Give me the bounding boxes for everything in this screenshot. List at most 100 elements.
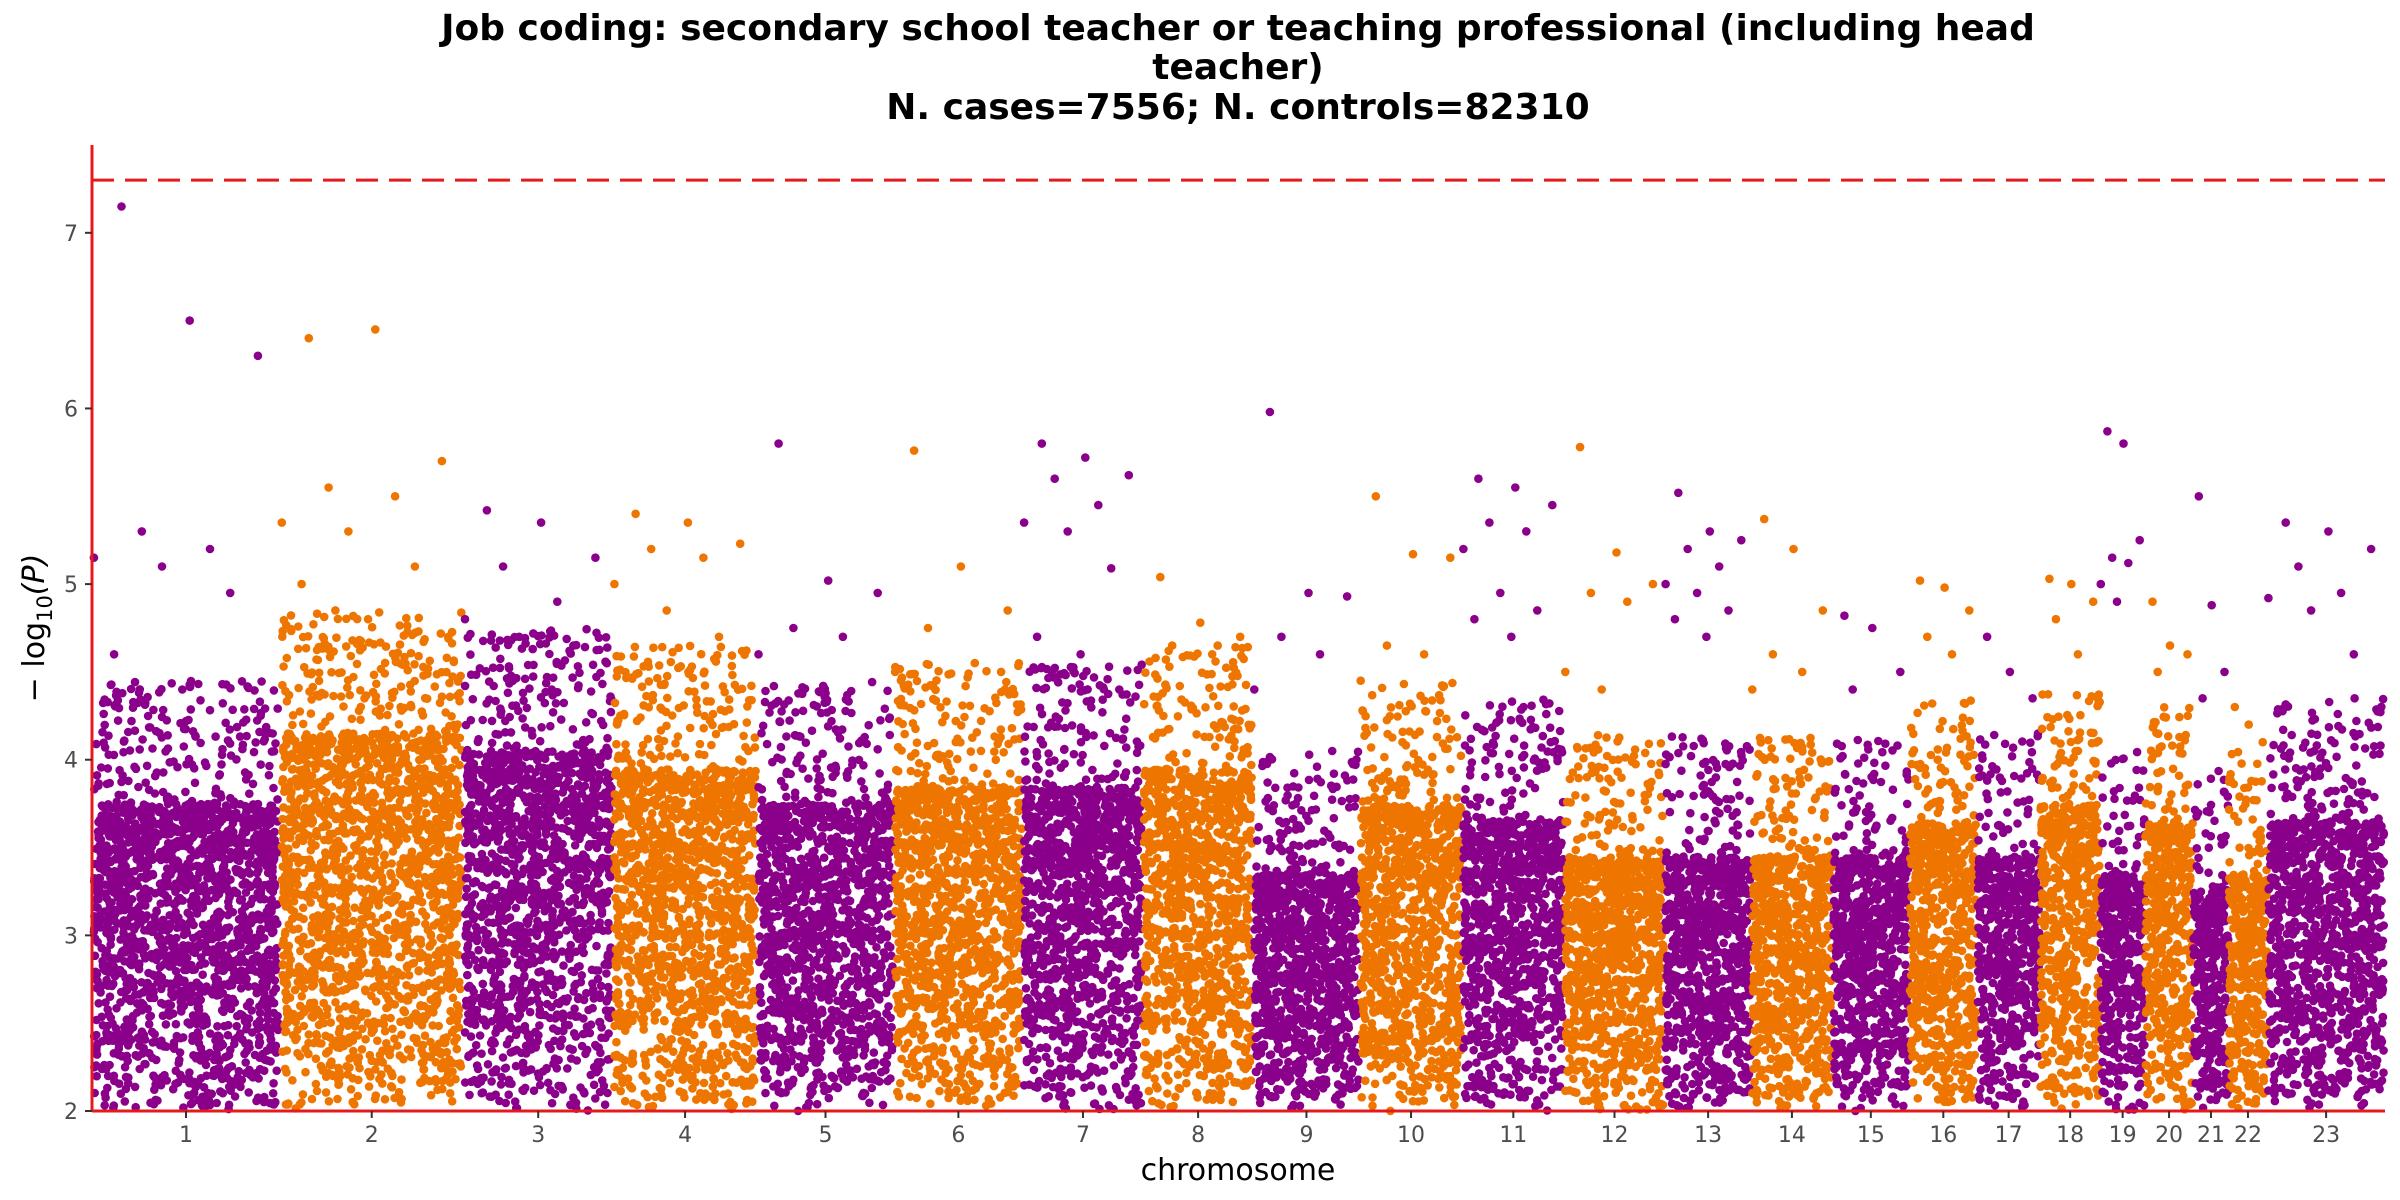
snp-point — [378, 1079, 387, 1088]
snp-point — [144, 872, 153, 881]
snp-point — [374, 974, 384, 983]
snp-point — [333, 1094, 342, 1104]
snp-point — [306, 709, 316, 718]
snp-point — [253, 830, 263, 839]
snp-point — [100, 1089, 110, 1098]
snp-point — [388, 1071, 397, 1081]
snp-point — [235, 833, 244, 843]
snp-point — [596, 981, 606, 991]
snp-point — [282, 653, 292, 663]
snp-point — [212, 1049, 221, 1059]
snp-point — [544, 1040, 554, 1050]
snp-point — [410, 796, 420, 805]
snp-point — [430, 738, 440, 747]
snp-point — [505, 1018, 514, 1028]
snp-point — [401, 806, 410, 815]
snp-point — [548, 1024, 558, 1033]
snp-point — [314, 961, 323, 970]
snp-point — [390, 1034, 399, 1043]
snp-point — [379, 753, 389, 763]
snp-point — [331, 814, 341, 824]
snp-point — [264, 880, 273, 889]
snp-point — [269, 1079, 278, 1088]
snp-point — [177, 954, 186, 963]
snp-point — [205, 1029, 215, 1038]
snp-point — [576, 817, 586, 827]
snp-point — [406, 825, 416, 834]
snp-point — [192, 894, 201, 903]
snp-point — [351, 1000, 360, 1009]
snp-point — [365, 792, 374, 801]
snp-point — [587, 821, 597, 830]
snp-point — [573, 962, 583, 972]
snp-point — [509, 940, 519, 949]
snp-point — [188, 1011, 198, 1020]
snp-point — [320, 900, 329, 909]
snp-point — [474, 945, 483, 955]
snp-point — [215, 770, 225, 779]
snp-point — [348, 611, 358, 621]
snp-point — [418, 907, 427, 916]
snp-point — [211, 877, 220, 887]
snp-point — [157, 684, 166, 694]
snp-point — [282, 978, 291, 987]
snp-point — [142, 981, 152, 990]
snp-point — [453, 894, 463, 903]
snp-point — [306, 804, 316, 813]
snp-point — [155, 933, 165, 943]
snp-point — [337, 1036, 346, 1046]
snp-point — [447, 639, 457, 648]
snp-point — [478, 979, 488, 989]
snp-point — [432, 859, 442, 869]
snp-peak-point — [137, 527, 147, 536]
snp-point — [213, 975, 223, 984]
snp-point — [226, 847, 235, 857]
snp-point — [134, 782, 143, 792]
snp-point — [218, 1088, 228, 1098]
snp-point — [446, 923, 456, 933]
snp-point — [418, 749, 428, 758]
snp-point — [357, 1045, 367, 1054]
snp-point — [304, 863, 314, 872]
snp-point — [224, 923, 234, 932]
snp-point — [289, 907, 299, 916]
snp-point — [440, 890, 450, 900]
snp-point — [602, 817, 611, 826]
snp-point — [202, 761, 211, 771]
snp-point — [354, 811, 363, 820]
snp-point — [301, 643, 311, 653]
snp-point — [314, 676, 324, 686]
snp-point — [298, 632, 308, 642]
snp-point — [433, 1085, 442, 1095]
snp-point — [361, 986, 370, 996]
snp-point — [397, 706, 406, 715]
snp-point — [449, 656, 459, 665]
snp-point — [139, 817, 149, 826]
snp-point — [331, 777, 341, 787]
snp-point — [332, 754, 342, 763]
snp-point — [509, 866, 518, 876]
snp-point — [181, 924, 191, 934]
snp-point — [338, 821, 348, 830]
snp-point — [443, 903, 452, 913]
snp-point — [182, 760, 191, 769]
snp-point — [205, 861, 214, 871]
snp-point — [405, 877, 415, 887]
snp-point — [447, 712, 456, 721]
snp-point — [177, 828, 187, 838]
snp-point — [312, 1030, 321, 1039]
snp-point — [551, 1014, 560, 1023]
snp-point — [597, 906, 607, 916]
snp-point — [311, 1079, 321, 1089]
snp-point — [345, 942, 354, 952]
snp-point — [387, 1083, 397, 1092]
snp-point — [142, 761, 152, 771]
snp-point — [523, 865, 532, 874]
snp-point — [247, 1028, 257, 1037]
snp-point — [547, 1098, 557, 1108]
snp-point — [334, 1079, 344, 1089]
snp-point — [296, 963, 305, 973]
snp-point — [281, 855, 291, 864]
snp-point — [241, 878, 251, 888]
snp-point — [185, 1068, 194, 1077]
